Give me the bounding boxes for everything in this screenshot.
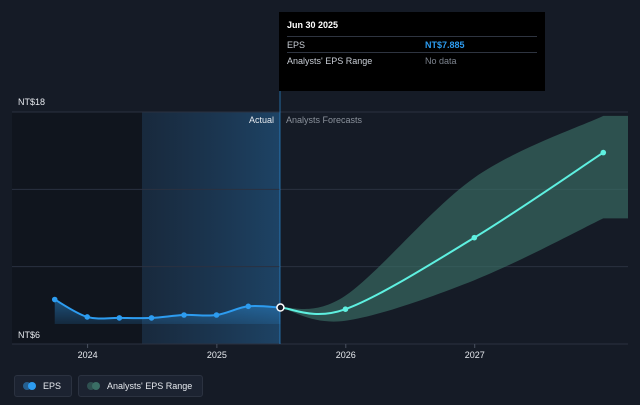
x-tick-label: 2024	[78, 350, 98, 360]
forecast-line	[280, 151, 604, 316]
tooltip-row-range: Analysts' EPS Range No data	[287, 52, 537, 68]
forecast-point	[471, 234, 478, 241]
legend: EPS Analysts' EPS Range	[14, 375, 204, 397]
eps-legend-icon	[23, 382, 37, 390]
eps-point	[84, 314, 91, 320]
eps-point	[276, 303, 285, 312]
forecast-points	[342, 149, 607, 313]
tooltip-row-eps: EPS NT$7.885	[287, 36, 537, 52]
legend-item-eps[interactable]: EPS	[14, 375, 73, 397]
eps-points	[51, 296, 285, 321]
eps-point	[51, 296, 58, 303]
eps-area	[54, 299, 281, 324]
tooltip-eps-value: NT$7.885	[425, 40, 465, 50]
legend-range-label: Analysts' EPS Range	[107, 381, 193, 391]
eps-point	[148, 315, 155, 321]
forecast-point	[600, 149, 607, 156]
x-tick-label: 2026	[336, 350, 356, 360]
analysts-eps-range-band	[280, 115, 628, 322]
tooltip: Jun 30 2025 EPS NT$7.885 Analysts' EPS R…	[279, 12, 545, 91]
x-tick-label: 2025	[207, 350, 227, 360]
past-shade	[12, 112, 142, 344]
tooltip-range-label: Analysts' EPS Range	[287, 56, 373, 66]
range-legend-icon	[87, 382, 101, 390]
legend-item-range[interactable]: Analysts' EPS Range	[78, 375, 204, 397]
legend-eps-label: EPS	[43, 381, 62, 391]
tooltip-range-value: No data	[425, 56, 457, 66]
actual-label: Actual	[249, 115, 274, 125]
x-axis-ticks: 2024 2025 2026 2027	[78, 344, 485, 360]
forecast-point	[342, 306, 349, 313]
tooltip-eps-label: EPS	[287, 40, 306, 50]
eps-point	[213, 312, 220, 318]
tooltip-date: Jun 30 2025	[287, 20, 339, 30]
eps-point	[245, 303, 252, 310]
forecast-label: Analysts Forecasts	[286, 115, 363, 125]
x-tick-label: 2027	[465, 350, 485, 360]
y-axis-top-label: NT$18	[18, 97, 45, 107]
y-axis-bottom-label: NT$6	[18, 330, 40, 340]
eps-point	[181, 312, 187, 318]
eps-point	[116, 315, 123, 321]
